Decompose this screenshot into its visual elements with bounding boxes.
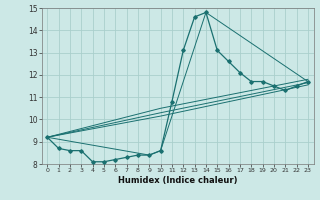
X-axis label: Humidex (Indice chaleur): Humidex (Indice chaleur): [118, 176, 237, 185]
